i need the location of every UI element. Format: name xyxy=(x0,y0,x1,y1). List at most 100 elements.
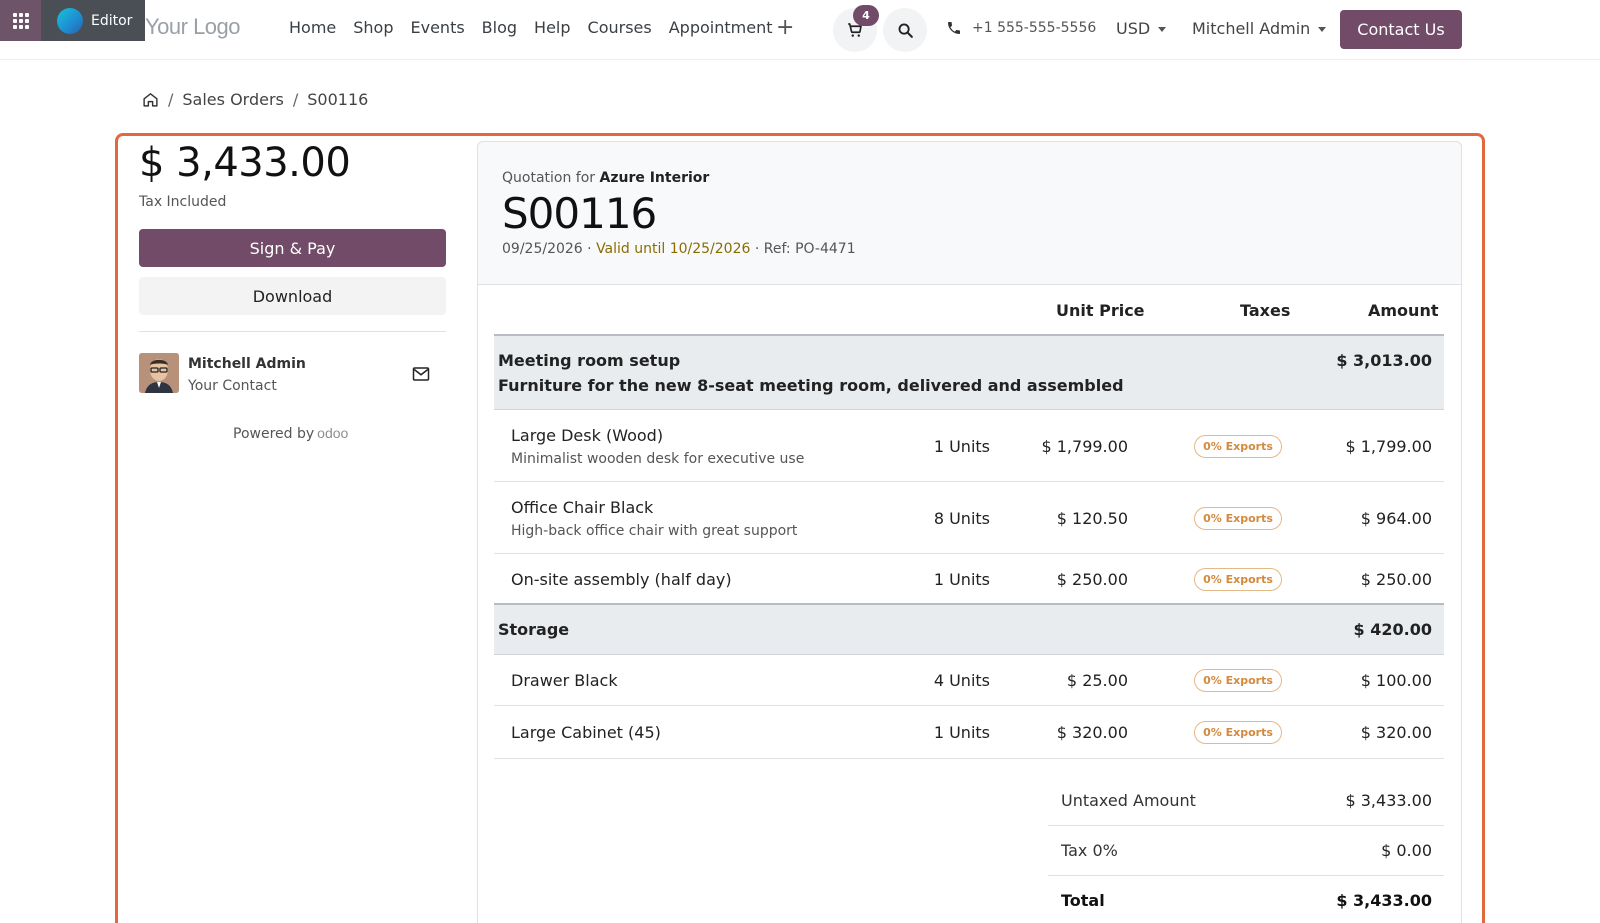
table-row: Drawer Black 4 Units $ 25.00 0% Exports … xyxy=(494,655,1444,706)
section-row: Meeting room setup Furniture for the new… xyxy=(494,336,1444,410)
chevron-down-icon xyxy=(1318,27,1327,32)
nav-appointment[interactable]: Appointment xyxy=(668,18,773,37)
valid-until: Valid until 10/25/2026 xyxy=(596,241,751,257)
highlight-frame xyxy=(115,133,1485,923)
line-amount: $ 250.00 xyxy=(1360,570,1432,589)
tax-value: $ 0.00 xyxy=(1381,841,1432,860)
nav-blog[interactable]: Blog xyxy=(481,18,518,37)
section-row: Storage $ 420.00 xyxy=(494,605,1444,655)
table-row: Large Cabinet (45) 1 Units $ 320.00 0% E… xyxy=(494,706,1444,759)
contact-name: Mitchell Admin xyxy=(188,356,306,372)
contact-role: Your Contact xyxy=(188,378,277,394)
tax-badge: 0% Exports xyxy=(1194,721,1282,744)
col-amount: Amount xyxy=(1368,301,1439,320)
product-desc: Minimalist wooden desk for executive use xyxy=(511,451,805,467)
contact-us-button[interactable]: Contact Us xyxy=(1340,10,1462,49)
quantity: 1 Units xyxy=(933,570,990,589)
section-amount: $ 3,013.00 xyxy=(1336,351,1432,370)
product-name: On-site assembly (half day) xyxy=(511,570,732,589)
order-total: $ 3,433.00 xyxy=(139,140,351,186)
main-menu: Home Shop Events Blog Help Courses Appoi… xyxy=(289,18,789,37)
top-navbar xyxy=(0,0,1600,60)
currency-label: USD xyxy=(1116,19,1151,38)
total-value: $ 3,433.00 xyxy=(1336,891,1432,910)
phone-icon xyxy=(948,22,960,34)
nav-courses[interactable]: Courses xyxy=(587,18,652,37)
home-icon[interactable] xyxy=(142,91,159,108)
phone-link[interactable]: +1 555-555-5556 xyxy=(946,20,1096,36)
line-amount: $ 1,799.00 xyxy=(1345,437,1432,456)
section-note: Furniture for the new 8-seat meeting roo… xyxy=(498,376,1124,395)
breadcrumb: / Sales Orders / S00116 xyxy=(142,90,368,109)
powered-by: Powered by odoo xyxy=(233,425,349,442)
unit-price: $ 1,799.00 xyxy=(1041,437,1128,456)
quantity: 1 Units xyxy=(933,723,990,742)
tax-label: Tax 0% xyxy=(1061,841,1118,860)
total-row: Total $ 3,433.00 xyxy=(1048,876,1444,923)
page-title: S00116 xyxy=(502,189,657,238)
product-name: Drawer Black xyxy=(511,671,618,690)
tax-badge: 0% Exports xyxy=(1194,435,1282,458)
line-amount: $ 320.00 xyxy=(1360,723,1432,742)
odoo-logo[interactable]: odoo xyxy=(317,425,349,441)
unit-price: $ 25.00 xyxy=(1066,671,1128,690)
customer-name: Azure Interior xyxy=(599,170,710,186)
site-logo[interactable]: Your Logo xyxy=(145,14,241,39)
tax-badge: 0% Exports xyxy=(1194,507,1282,530)
add-menu-plus-icon[interactable]: + xyxy=(776,15,795,40)
col-unit-price: Unit Price xyxy=(1056,301,1145,320)
currency-dropdown[interactable]: USD xyxy=(1116,19,1167,38)
line-amount: $ 100.00 xyxy=(1360,671,1432,690)
quotation-date: 09/25/2026 xyxy=(502,241,583,257)
section-name: Meeting room setup xyxy=(498,351,681,370)
product-name: Large Desk (Wood) xyxy=(511,426,664,445)
product-desc: High-back office chair with great suppor… xyxy=(511,523,798,539)
cart-button[interactable]: 4 xyxy=(833,5,879,52)
quantity: 8 Units xyxy=(933,509,990,528)
breadcrumb-sales-orders[interactable]: Sales Orders xyxy=(182,90,284,109)
untaxed-label: Untaxed Amount xyxy=(1061,791,1196,810)
chevron-down-icon xyxy=(1158,27,1167,32)
apps-menu-icon[interactable] xyxy=(0,0,41,41)
line-amount: $ 964.00 xyxy=(1360,509,1432,528)
nav-events[interactable]: Events xyxy=(410,18,465,37)
table-row: Large Desk (Wood) Minimalist wooden desk… xyxy=(494,410,1444,482)
cart-icon xyxy=(848,23,862,37)
cart-count-badge: 4 xyxy=(853,5,879,26)
breadcrumb-current: S00116 xyxy=(307,90,369,109)
table-row: Office Chair Black High-back office chai… xyxy=(494,482,1444,554)
tax-included-note: Tax Included xyxy=(139,194,227,210)
reference: Ref: PO-4471 xyxy=(763,241,856,257)
nav-shop[interactable]: Shop xyxy=(353,18,394,37)
table-row: On-site assembly (half day) 1 Units $ 25… xyxy=(494,554,1444,605)
untaxed-value: $ 3,433.00 xyxy=(1345,791,1432,810)
mail-icon[interactable] xyxy=(412,366,430,382)
table-header-line xyxy=(494,334,1444,336)
unit-price: $ 250.00 xyxy=(1056,570,1128,589)
user-name: Mitchell Admin xyxy=(1192,19,1311,38)
quantity: 4 Units xyxy=(933,671,990,690)
search-button[interactable] xyxy=(883,8,927,52)
user-dropdown[interactable]: Mitchell Admin xyxy=(1192,19,1327,38)
product-name: Office Chair Black xyxy=(511,498,654,517)
nav-home[interactable]: Home xyxy=(289,18,337,37)
tax-badge: 0% Exports xyxy=(1194,568,1282,591)
download-button[interactable]: Download xyxy=(139,277,446,315)
untaxed-row: Untaxed Amount $ 3,433.00 xyxy=(1048,776,1444,826)
sign-and-pay-button[interactable]: Sign & Pay xyxy=(139,229,446,267)
tax-badge: 0% Exports xyxy=(1194,669,1282,692)
product-name: Large Cabinet (45) xyxy=(511,723,661,742)
section-name: Storage xyxy=(498,620,570,639)
section-amount: $ 420.00 xyxy=(1353,620,1432,639)
quotation-meta: 09/25/2026 · Valid until 10/25/2026 · Re… xyxy=(502,241,856,257)
unit-price: $ 320.00 xyxy=(1056,723,1128,742)
unit-price: $ 120.50 xyxy=(1056,509,1128,528)
quantity: 1 Units xyxy=(933,437,990,456)
quotation-for: Quotation for Azure Interior xyxy=(502,170,710,186)
odoo-wave-icon[interactable] xyxy=(57,7,83,34)
editor-label[interactable]: Editor xyxy=(91,12,133,29)
search-icon xyxy=(898,23,913,38)
phone-number: +1 555-555-5556 xyxy=(972,20,1097,36)
tax-row: Tax 0% $ 0.00 xyxy=(1048,826,1444,876)
nav-help[interactable]: Help xyxy=(534,18,571,37)
